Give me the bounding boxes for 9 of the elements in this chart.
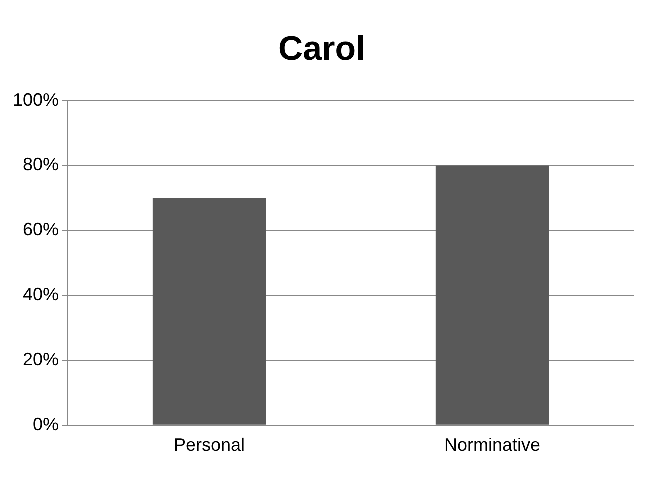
y-tick-label: 40%	[23, 284, 60, 305]
y-tick-label: 0%	[33, 414, 60, 434]
y-tick-label: 100%	[12, 90, 60, 110]
x-tick-label: Personal	[174, 435, 246, 456]
y-tick-label: 80%	[23, 154, 60, 175]
chart-title: Carol	[278, 30, 366, 68]
y-tick-label: 20%	[23, 349, 60, 370]
y-tick-label: 60%	[23, 220, 60, 240]
x-tick-label: Norminative	[444, 435, 541, 456]
